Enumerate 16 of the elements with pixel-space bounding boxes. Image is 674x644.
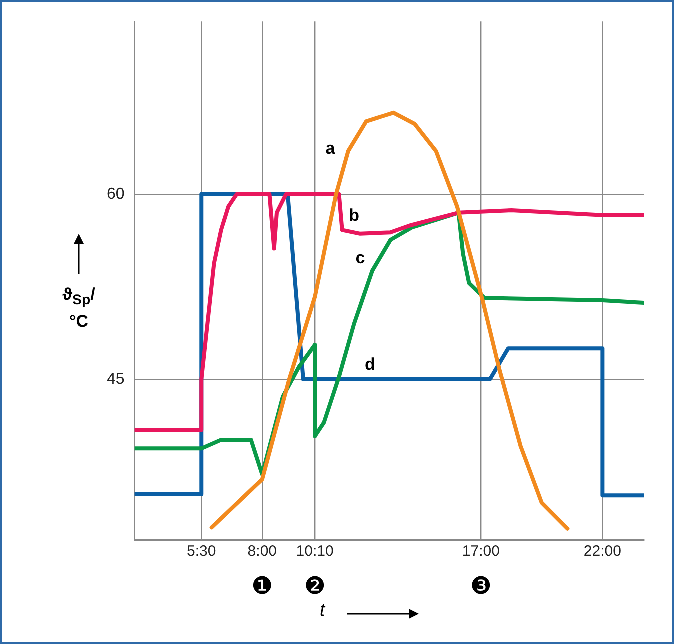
text: ❷ <box>304 572 326 600</box>
text: ❶ <box>252 572 274 600</box>
text: ❸ <box>470 572 492 600</box>
series-label: b <box>349 206 360 225</box>
y-axis-title: ϑ$_{Sp}$/°C <box>62 284 96 334</box>
series-label: d <box>364 355 376 374</box>
y-tick-label: 60 <box>107 186 125 203</box>
series-label: a <box>326 138 336 158</box>
series-label: c <box>356 248 366 268</box>
x-tick-label: 5:30 <box>187 543 216 560</box>
x-axis-title: t <box>320 600 326 621</box>
x-tick-label: 10:10 <box>296 543 334 560</box>
x-tick-label: 22:00 <box>584 543 622 560</box>
y-tick-label: 45 <box>107 370 125 388</box>
x-tick-label: 17:00 <box>462 543 500 560</box>
x-tick-label: 8:00 <box>248 543 278 560</box>
